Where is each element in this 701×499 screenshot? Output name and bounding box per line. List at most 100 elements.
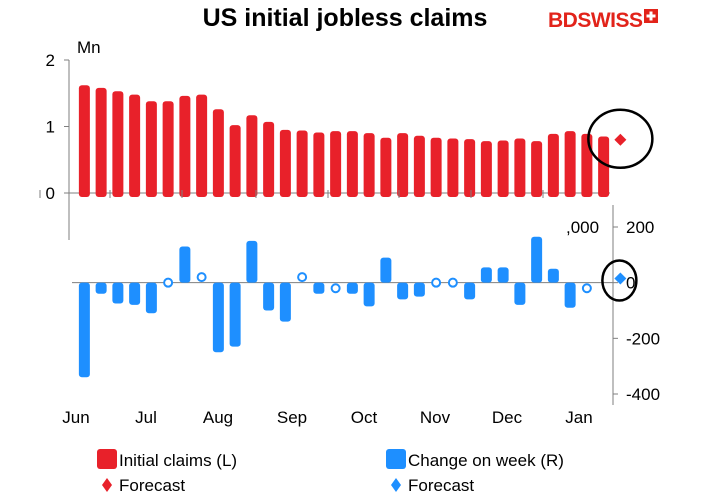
change-bar [380, 257, 392, 283]
change-bars [78, 236, 592, 378]
change-bar [464, 282, 476, 300]
change-marker-small [330, 283, 341, 294]
change-bar [531, 236, 543, 283]
claims-bar [279, 129, 291, 197]
change-marker-small [447, 277, 458, 288]
x-tick-label: Jan [565, 408, 592, 427]
claims-bar [547, 133, 559, 197]
change-bar [229, 282, 241, 347]
claims-bar [196, 94, 208, 197]
x-tick-label: Sep [277, 408, 307, 427]
claims-bar [330, 131, 342, 197]
x-tick-label: Dec [492, 408, 523, 427]
change-bar [263, 282, 275, 311]
change-bar [279, 282, 291, 322]
top-tick-label: 0 [46, 184, 55, 203]
claims-bars [78, 85, 610, 197]
change-marker-small [196, 272, 207, 283]
top-panel: 0 1 2 Mn [46, 38, 654, 240]
claims-bar [129, 94, 141, 197]
x-tick-label: Nov [420, 408, 451, 427]
claims-bar [145, 101, 157, 197]
change-marker-small [163, 277, 174, 288]
change-bar [497, 267, 509, 283]
bottom-tick-label: 0 [626, 274, 635, 293]
change-bar [413, 282, 425, 297]
legend-marker-claims-forecast [102, 478, 112, 492]
change-bar [480, 267, 492, 283]
change-bar [145, 282, 157, 314]
x-tick-label: Aug [203, 408, 233, 427]
x-tick-label: Oct [351, 408, 378, 427]
brand-logo: BDSWISS [548, 9, 658, 33]
claims-bar [514, 138, 526, 197]
bottom-tick-label: -200 [626, 329, 660, 348]
claims-bar [380, 137, 392, 197]
legend-label-claims-forecast: Forecast [119, 476, 185, 495]
claims-bar [229, 125, 241, 197]
claims-bar [78, 85, 90, 197]
x-tick-label: Jun [62, 408, 89, 427]
claims-forecast-circle [587, 108, 654, 170]
bottom-panel: -400 -200 0 200 ,000 [72, 205, 660, 405]
legend-label-change: Change on week (R) [408, 451, 564, 470]
bottom-y-ticks: -400 -200 0 200 [613, 218, 660, 404]
change-forecast-circle [601, 259, 638, 302]
claims-bar [212, 109, 224, 197]
change-bar [179, 246, 191, 283]
change-bar [514, 282, 526, 305]
claims-bar [480, 141, 492, 197]
change-bar [246, 240, 258, 283]
claims-bar [112, 91, 124, 197]
change-marker-small [297, 272, 308, 283]
claims-bar [531, 141, 543, 197]
claims-bar [430, 137, 442, 197]
top-tick-label: 1 [46, 118, 55, 137]
claims-bar [296, 130, 308, 197]
top-y-label: Mn [77, 38, 101, 57]
claims-bar [397, 133, 409, 197]
claims-bar [246, 115, 258, 197]
legend-label-change-forecast: Forecast [408, 476, 474, 495]
x-tick-label: Jul [135, 408, 157, 427]
change-bar [564, 282, 576, 308]
swiss-cross-icon [643, 9, 658, 23]
legend-swatch-change [386, 449, 406, 469]
change-bar [363, 282, 375, 307]
change-marker-small [431, 277, 442, 288]
change-bar [78, 282, 90, 378]
change-bar [112, 282, 124, 304]
change-bar [346, 282, 358, 294]
claims-bar [464, 139, 476, 197]
claims-bar [263, 121, 275, 197]
legend-marker-change-forecast [391, 478, 401, 492]
change-forecast-marker [614, 272, 627, 285]
claims-bar [581, 133, 593, 197]
claims-bar [497, 140, 509, 197]
x-ticks: Jun Jul Aug Sep Oct Nov Dec Jan [39, 190, 593, 427]
claims-bar [598, 136, 610, 197]
change-bar [129, 282, 141, 305]
legend-label-claims: Initial claims (L) [119, 451, 237, 470]
change-bar [95, 282, 107, 294]
top-y-ticks: 0 1 2 [46, 51, 69, 203]
change-bar [313, 282, 325, 294]
legend-swatch-claims [97, 449, 117, 469]
claims-bar [363, 133, 375, 197]
claims-bar [447, 138, 459, 197]
claims-bar [162, 101, 174, 197]
change-bar [547, 268, 559, 283]
claims-bar [313, 132, 325, 197]
top-tick-label: 2 [46, 51, 55, 70]
legend: Initial claims (L) Change on week (R) Fo… [97, 449, 564, 495]
change-marker-small [581, 283, 592, 294]
change-bar [397, 282, 409, 300]
claims-forecast-marker [614, 133, 627, 146]
chart-title: US initial jobless claims [202, 4, 488, 32]
claims-bar [346, 131, 358, 197]
change-bar [212, 282, 224, 353]
bottom-tick-label: 200 [626, 218, 654, 237]
claims-bar [564, 131, 576, 197]
claims-bar [95, 87, 107, 197]
